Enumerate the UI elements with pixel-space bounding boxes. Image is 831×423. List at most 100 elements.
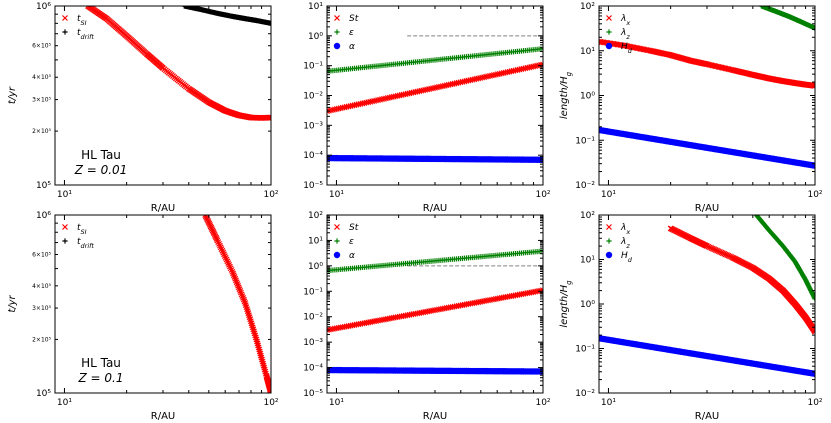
legend-marker xyxy=(334,224,340,230)
legend-label-main: t xyxy=(77,14,81,24)
y-tick-label: 10⁻² xyxy=(575,181,595,191)
data-layer xyxy=(327,46,543,163)
y-tick-label: 10² xyxy=(580,2,595,12)
series-alpha xyxy=(327,366,543,375)
legend-marker xyxy=(333,251,341,259)
legend-label-sub: z xyxy=(625,242,630,250)
legend-label: α xyxy=(349,42,355,52)
y-tick-label: 2×10⁵ xyxy=(32,128,51,135)
y-tick-label: 10⁻² xyxy=(575,389,595,399)
legend: St εα xyxy=(333,14,359,52)
legend-marker xyxy=(333,42,341,50)
y-label-sub: g xyxy=(565,280,573,285)
point xyxy=(236,286,243,293)
y-axis-label: length/Hg xyxy=(559,280,573,328)
legend-label-main: α xyxy=(349,251,355,261)
legend-label: St xyxy=(349,14,359,24)
legend-label-main: t xyxy=(77,28,81,38)
point xyxy=(540,287,543,294)
x-tick-label: 10² xyxy=(263,190,278,200)
legend-label: λz xyxy=(620,237,630,250)
x-tick-label: 10¹ xyxy=(601,190,616,200)
y-tick-label: 10¹ xyxy=(308,236,323,246)
point xyxy=(268,390,271,393)
legend-label-main: t xyxy=(77,237,81,247)
y-tick-label: 3×10⁵ xyxy=(32,97,51,104)
legend-label-sub: SI xyxy=(81,228,87,236)
legend-label: ε xyxy=(349,28,354,38)
y-tick-label: 10⁵ xyxy=(36,389,51,399)
point xyxy=(238,291,245,298)
y-tick-label: 10⁻³ xyxy=(303,338,323,348)
legend-label: tSI xyxy=(77,14,87,27)
series-lambda_x xyxy=(667,225,815,335)
legend-label-main: H xyxy=(621,42,628,52)
legend-marker xyxy=(334,238,340,244)
legend-label-sub: drift xyxy=(81,242,95,250)
y-tick-label: 10⁻² xyxy=(303,92,323,102)
legend-marker xyxy=(606,238,612,244)
data-layer xyxy=(202,215,271,393)
y-axis-label: length/Hg xyxy=(559,71,573,119)
y-label-sub: g xyxy=(565,71,573,76)
annotation-metallicity: Z = 0.1 xyxy=(78,371,124,385)
y-tick-label: 10⁻² xyxy=(303,313,323,323)
y-tick-label: 6×10⁵ xyxy=(32,43,51,50)
legend-label: λx xyxy=(620,14,630,27)
legend-label: Hd xyxy=(621,42,633,55)
point xyxy=(240,294,246,301)
x-tick-label: 10¹ xyxy=(601,398,616,408)
y-tick-label: 10⁰ xyxy=(308,32,323,42)
legend-label: tdrift xyxy=(77,237,94,250)
y-tick-label: 10⁻⁵ xyxy=(303,181,323,191)
legend-label-main: λ xyxy=(620,237,626,247)
legend-label-main: λ xyxy=(620,28,626,38)
point xyxy=(229,268,236,275)
y-tick-label: 10⁻¹ xyxy=(575,345,595,355)
panel-top-right: 10¹ 10²10⁻²10⁻¹10⁰10¹10²R/AUlength/Hgλxλz… xyxy=(559,2,823,214)
legend-label-main: ε xyxy=(349,28,354,38)
annotation-title: HL Tau xyxy=(81,148,121,162)
legend-marker xyxy=(605,251,613,259)
legend-marker xyxy=(606,29,612,35)
y-tick-label: 10⁻⁴ xyxy=(303,151,323,161)
series-H_d xyxy=(599,126,815,169)
legend-label-main: t xyxy=(77,223,81,233)
y-tick-label: 10⁶ xyxy=(36,211,51,221)
x-tick-label: 10² xyxy=(535,190,550,200)
legend-marker xyxy=(606,15,612,21)
point xyxy=(268,114,271,121)
plot-frame xyxy=(326,214,544,394)
y-tick-label: 10⁻³ xyxy=(303,121,323,131)
legend-marker xyxy=(62,15,68,21)
y-tick-label: 10⁻⁵ xyxy=(303,389,323,399)
series-lambda_z xyxy=(758,6,815,31)
legend-label-sub: SI xyxy=(81,19,87,27)
x-axis-label: R/AU xyxy=(151,411,175,422)
legend-label: ε xyxy=(349,237,354,247)
legend-label: λz xyxy=(620,28,630,41)
legend-marker xyxy=(605,42,613,50)
x-tick-label: 10² xyxy=(807,398,822,408)
point xyxy=(812,25,815,31)
y-tick-label: 2×10⁵ xyxy=(32,336,51,343)
point xyxy=(540,248,543,254)
point xyxy=(237,287,244,294)
series-t_SI xyxy=(202,215,271,393)
point xyxy=(231,274,238,280)
y-tick-label: 10¹ xyxy=(308,2,323,12)
legend-label: St xyxy=(349,223,359,233)
legend-label-sub: x xyxy=(625,19,630,27)
y-tick-label: 10⁻⁴ xyxy=(303,364,323,374)
y-tick-label: 10² xyxy=(308,211,323,221)
x-tick-label: 10¹ xyxy=(329,398,344,408)
legend-marker xyxy=(62,29,68,35)
legend-label: tSI xyxy=(77,223,87,236)
legend-label-main: λ xyxy=(620,14,626,24)
point xyxy=(812,296,815,302)
x-axis-label: R/AU xyxy=(423,203,447,214)
legend-label-main: H xyxy=(621,251,628,261)
point xyxy=(230,270,236,277)
